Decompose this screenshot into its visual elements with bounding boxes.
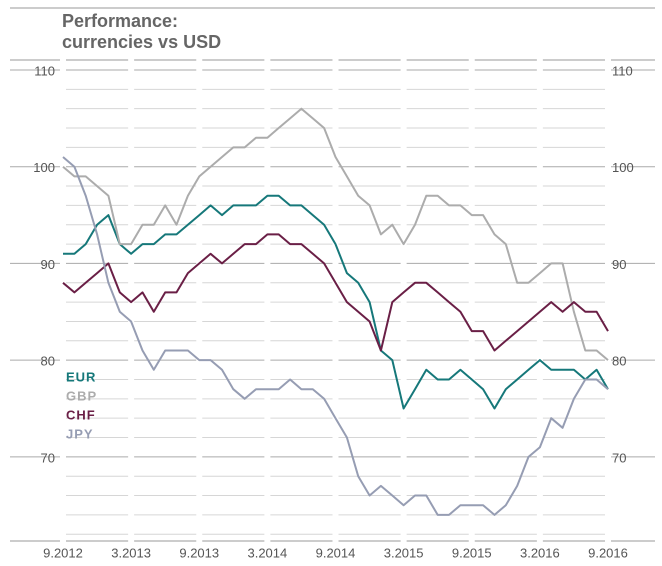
y-tick-label-right: 100 [612, 160, 634, 175]
legend-label: GBP [66, 388, 97, 403]
legend-label: CHF [66, 407, 96, 422]
series-line [62, 156, 609, 516]
y-tick-label: 70 [41, 450, 55, 465]
x-tick-label: 9.2013 [179, 545, 219, 560]
x-tick-label: 3.2015 [384, 545, 424, 560]
y-tick-label-right: 110 [612, 63, 633, 78]
x-tick-label: 3.2013 [111, 545, 151, 560]
legend-label: JPY [66, 426, 94, 441]
x-tick-label: 9.2015 [452, 545, 492, 560]
y-tick-label-right: 70 [612, 450, 626, 465]
x-tick-label: 3.2016 [520, 545, 560, 560]
y-tick-label-right: 80 [612, 354, 626, 369]
chart-title: currencies vs USD [62, 32, 221, 52]
y-tick-label: 80 [41, 354, 55, 369]
y-tick-label-right: 90 [612, 257, 626, 272]
x-tick-label: 3.2014 [247, 545, 287, 560]
series-line [62, 107, 609, 361]
y-tick-label: 110 [34, 63, 55, 78]
legend-label: EUR [66, 369, 96, 384]
y-tick-label: 100 [33, 160, 55, 175]
series-line [62, 233, 609, 352]
x-tick-label: 9.2016 [588, 545, 628, 560]
series-line [63, 194, 609, 410]
chart-title: Performance: [62, 11, 178, 31]
y-tick-label: 90 [41, 257, 55, 272]
x-tick-label: 9.2012 [43, 545, 83, 560]
x-tick-label: 9.2014 [316, 545, 356, 560]
